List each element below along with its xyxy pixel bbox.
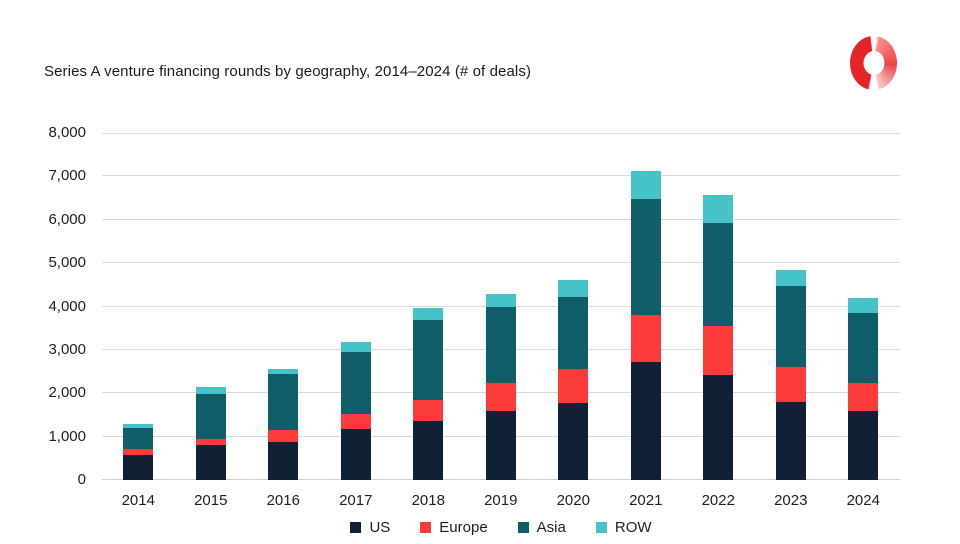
legend-swatch-us [350, 521, 362, 533]
x-axis-label-2023: 2023 [774, 492, 808, 509]
bar-2014-segment-us [123, 454, 154, 480]
bar-2024-segment-row [848, 298, 879, 314]
y-axis-label-1000: 1,000 [48, 427, 86, 445]
bar-2023-segment-asia [775, 285, 806, 367]
legend-label-us: US [369, 518, 391, 536]
bar-2023-segment-europe [775, 366, 806, 402]
legend-label-asia: Asia [536, 518, 566, 536]
bar-2020 [558, 280, 589, 480]
bar-2018-segment-us [413, 421, 444, 480]
bar-2019-segment-europe [485, 383, 516, 411]
bar-2020-segment-asia [558, 296, 589, 369]
stacked-bar-plot-area [102, 133, 900, 480]
bar-2021-segment-asia [630, 199, 661, 316]
bar-2014-segment-asia [123, 427, 154, 450]
gridline-7000 [102, 175, 900, 176]
bar-2024 [848, 298, 879, 480]
y-axis-label-2000: 2,000 [48, 384, 86, 402]
bar-2015-segment-europe [195, 438, 226, 446]
bar-2021-segment-us [630, 361, 661, 480]
legend-swatch-row [595, 521, 607, 533]
bar-2022-segment-us [703, 375, 734, 480]
bar-2024-segment-us [848, 411, 879, 480]
y-axis-label-3000: 3,000 [48, 340, 86, 358]
bar-2021-segment-row [630, 170, 661, 200]
x-axis-label-2022: 2022 [701, 492, 735, 509]
chart-legend: US Europe Asia ROW [102, 516, 900, 538]
bar-2020-segment-row [558, 280, 589, 297]
bar-2020-segment-europe [558, 368, 589, 404]
bar-2021-segment-europe [630, 315, 661, 362]
bar-2017-segment-asia [340, 351, 371, 415]
legend-item-europe: Europe [420, 518, 488, 536]
y-axis-label-4000: 4,000 [48, 297, 86, 315]
bar-2016-segment-us [268, 441, 299, 480]
bar-2018 [413, 308, 444, 480]
bar-2014-segment-row [123, 423, 154, 428]
x-axis-label-2017: 2017 [339, 492, 373, 509]
gridline-6000 [102, 219, 900, 220]
bar-2015-segment-row [195, 386, 226, 394]
x-axis-label-2018: 2018 [411, 492, 445, 509]
legend-label-europe: Europe [439, 518, 488, 536]
bar-2024-segment-europe [848, 383, 879, 412]
chart-title: Series A venture financing rounds by geo… [44, 63, 532, 80]
bar-2022 [703, 195, 734, 480]
gridline-8000 [102, 133, 900, 134]
x-axis-label-2019: 2019 [484, 492, 518, 509]
legend-label-row: ROW [614, 518, 652, 536]
bar-2023-segment-us [775, 401, 806, 480]
bar-2019-segment-us [485, 410, 516, 480]
bar-2019-segment-row [485, 293, 516, 307]
x-axis-label-2021: 2021 [629, 492, 663, 509]
x-axis-label-2016: 2016 [266, 492, 300, 509]
x-axis-label-2020: 2020 [556, 492, 590, 509]
gridline-5000 [102, 262, 900, 263]
bar-2016-segment-row [268, 368, 299, 375]
bar-2017-segment-us [340, 429, 371, 480]
y-axis-label-6000: 6,000 [48, 210, 86, 228]
bar-2018-segment-row [413, 308, 444, 320]
bar-2019-segment-asia [485, 306, 516, 384]
bar-2019 [485, 293, 516, 480]
legend-item-asia: Asia [517, 518, 566, 536]
bar-2023-segment-row [775, 270, 806, 286]
bar-2016 [268, 368, 299, 480]
y-axis-label-0: 0 [77, 471, 86, 488]
x-axis: 2014 2015 2016 2017 2018 2019 2020 2021 2022 2023… [102, 492, 900, 512]
bar-2016-segment-asia [268, 374, 299, 431]
y-axis-label-8000: 8,000 [48, 124, 86, 141]
bar-2017-segment-row [340, 342, 371, 352]
legend-item-row: ROW [595, 518, 652, 536]
bar-2022-segment-europe [703, 326, 734, 376]
bar-2023 [775, 270, 806, 480]
bar-2014-segment-europe [123, 449, 154, 455]
legend-item-us: US [350, 519, 390, 536]
bar-2024-segment-asia [848, 313, 879, 384]
bar-2016-segment-europe [268, 430, 299, 442]
bar-2017-segment-europe [340, 414, 371, 430]
bar-2018-segment-europe [413, 399, 444, 422]
y-axis: 0 1,000 2,000 3,000 4,000 5,000 6,000 7,000 8,00… [0, 124, 86, 488]
bar-2015 [195, 386, 226, 480]
x-axis-label-2014: 2014 [121, 492, 155, 509]
bar-2014 [123, 423, 154, 480]
bar-2020-segment-us [558, 403, 589, 480]
x-axis-label-2015: 2015 [194, 492, 228, 509]
legend-swatch-europe [420, 521, 432, 533]
company-logo [850, 36, 897, 90]
y-axis-label-5000: 5,000 [48, 254, 86, 272]
bar-2021 [630, 170, 661, 480]
bar-2022-segment-asia [703, 223, 734, 327]
donut-logo-hole [863, 51, 884, 75]
bar-2022-segment-row [703, 195, 734, 224]
bar-2018-segment-asia [413, 319, 444, 400]
x-axis-label-2024: 2024 [846, 492, 880, 509]
bar-2015-segment-us [195, 445, 226, 480]
bar-2017 [340, 342, 371, 480]
bar-2015-segment-asia [195, 393, 226, 439]
legend-swatch-asia [517, 521, 529, 533]
y-axis-label-7000: 7,000 [48, 167, 86, 185]
